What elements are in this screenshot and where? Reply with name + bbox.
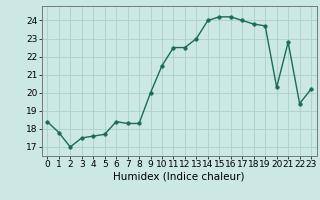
X-axis label: Humidex (Indice chaleur): Humidex (Indice chaleur) xyxy=(114,172,245,182)
